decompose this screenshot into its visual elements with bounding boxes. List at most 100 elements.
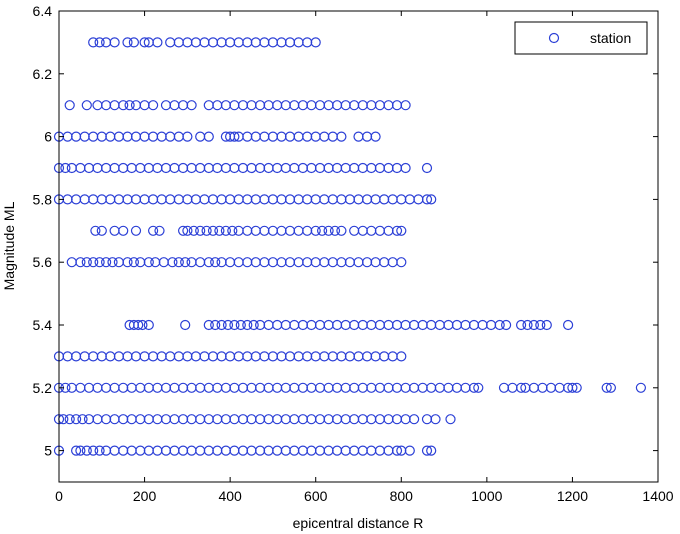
y-tick-label: 5.6 [33,254,53,270]
data-point [323,225,334,236]
data-point [248,319,259,331]
data-point [180,319,191,331]
data-point [81,100,92,111]
data-point [100,257,112,268]
data-point [75,257,86,268]
data-point [515,319,527,331]
data-point [522,319,533,331]
x-tick-label: 1200 [557,488,588,504]
x-axis-title: epicentral distance R [293,515,424,531]
data-point [88,257,99,268]
data-point [229,319,240,331]
data-point [214,225,225,236]
data-point [567,382,578,393]
data-point [122,37,133,48]
data-point [88,445,99,456]
x-tick-label: 1000 [471,488,502,504]
data-point [182,131,193,142]
data-point [396,225,407,236]
data-point [562,319,574,331]
data-point [605,382,617,393]
data-point [310,225,321,236]
x-tick-label: 200 [133,488,157,504]
data-point [203,257,214,268]
data-point [229,131,240,142]
data-point [445,414,456,425]
y-tick-label: 6 [44,129,52,145]
data-point [60,162,71,174]
data-point [635,382,647,393]
data-point [88,37,99,48]
y-tick-label: 5 [44,443,52,459]
data-point [118,225,129,236]
y-axis: 5 5.2 5.4 5.6 5.8 6 6.2 6.4 [33,3,658,459]
data-point [370,131,381,142]
data-point [75,445,86,456]
data-point [222,319,234,331]
data-point [210,319,221,331]
data-point [203,131,214,142]
data-point [528,319,540,331]
data-point [494,319,505,331]
data-point [571,382,582,393]
data-point [541,319,552,331]
data-point [203,319,214,331]
data-point [109,37,120,48]
data-point [139,37,150,48]
data-point [396,257,407,268]
data-point [70,445,82,456]
data-point [242,319,253,331]
legend-marker [548,32,560,44]
plot-frame [58,10,659,483]
data-point [154,225,165,236]
data-point [220,225,231,236]
data-point [201,225,212,236]
data-point [421,194,433,205]
data-point [336,225,347,236]
x-axis: 0 200 400 600 800 1000 1200 1400 [55,11,674,504]
data-point [137,319,148,331]
data-point [400,100,411,111]
data-point [148,100,159,111]
data-point [317,225,328,236]
y-tick-label: 6.4 [33,3,53,19]
legend-label: station [590,30,631,46]
x-tick-label: 1400 [642,488,673,504]
data-point [468,382,480,393]
data-point [391,225,403,236]
data-point [90,225,101,236]
data-point [124,100,135,111]
legend-box [514,21,648,55]
y-tick-label: 5.2 [33,380,53,396]
data-point [143,257,154,268]
data-point [336,131,347,142]
data-point [167,257,178,268]
data-point [128,37,139,48]
data-point [96,225,107,236]
data-point [178,225,189,236]
y-tick-label: 5.4 [33,317,53,333]
data-point [182,225,193,236]
data-point [515,382,527,393]
data-point [473,382,484,393]
data-point [94,37,105,48]
data-point [143,319,154,331]
x-tick-label: 800 [390,488,414,504]
data-point [130,225,142,236]
data-point [501,319,512,331]
data-point [421,162,433,174]
data-point [535,319,546,331]
data-point [601,382,612,393]
data-point [133,319,144,331]
data-point [235,319,246,331]
data-point [310,37,321,48]
data-point [421,445,433,456]
x-tick-label: 400 [218,488,242,504]
data-point [188,225,199,236]
data-point [81,257,92,268]
data-point [173,257,184,268]
data-point [404,445,415,456]
data-point [118,100,129,111]
data-point [81,445,92,456]
data-point [400,162,411,174]
